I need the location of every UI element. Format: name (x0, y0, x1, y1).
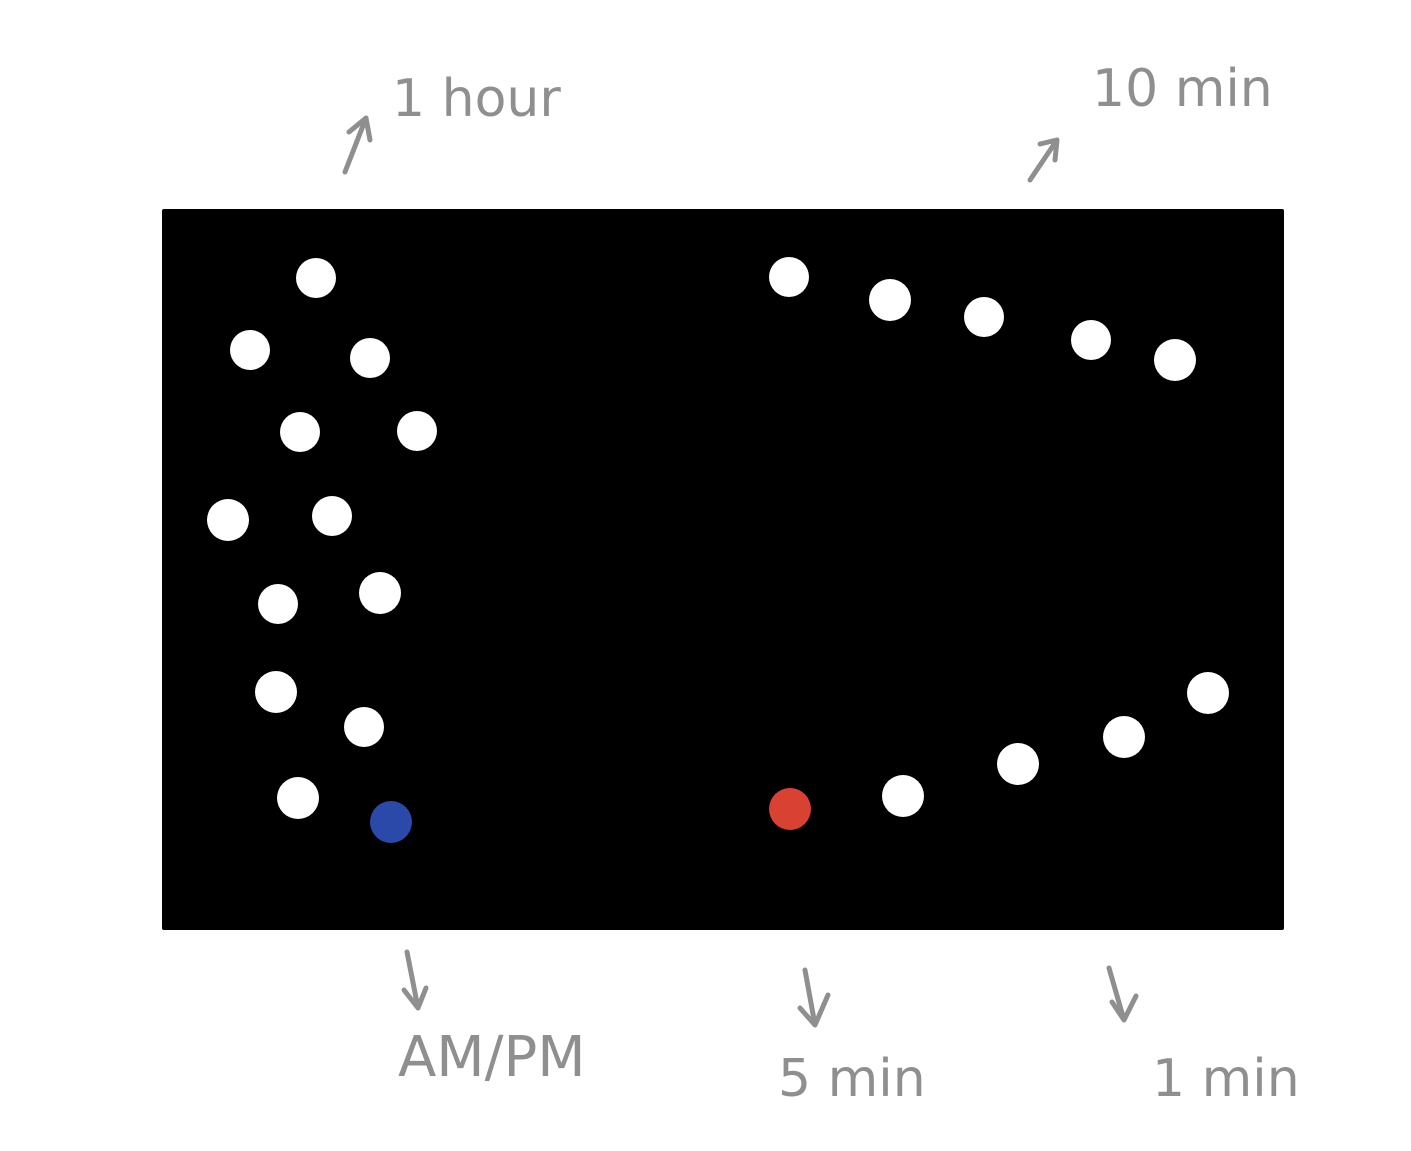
am-pm-dot (370, 801, 412, 843)
ten-min-dot (964, 297, 1004, 337)
one-min-dot (1103, 716, 1145, 758)
hour-dot (397, 411, 437, 451)
hour-dot (296, 258, 336, 298)
down-arrow-icon (797, 967, 831, 1028)
up-arrow-icon (342, 115, 373, 175)
hour-dot-group (207, 258, 437, 819)
hour-dot (230, 330, 270, 370)
five-min-dot (769, 788, 811, 830)
am-pm-label: AM/PM (398, 1025, 586, 1090)
hour-dot (280, 412, 320, 452)
five-min-label: 5 min (778, 1049, 926, 1109)
one-min-dot (997, 743, 1039, 785)
one-min-dot (1187, 672, 1229, 714)
hour-dot (350, 338, 390, 378)
ten-min-dot (1071, 320, 1111, 360)
one-min-label: 1 min (1152, 1049, 1300, 1109)
ten-min-dot (769, 257, 809, 297)
hour-dot (312, 496, 352, 536)
hour-dot (344, 707, 384, 747)
ten-min-dot (1154, 339, 1196, 381)
hour-dot (277, 777, 319, 819)
one-min-dot (882, 775, 924, 817)
down-arrow-icon (401, 949, 429, 1011)
ten-min-dot-group (769, 257, 1196, 381)
hour-dot (359, 572, 401, 614)
one-min-dot-group (882, 672, 1229, 817)
one-hour-label: 1 hour (392, 69, 561, 129)
down-arrow-icon (1106, 965, 1139, 1023)
ten-min-label: 10 min (1092, 59, 1273, 119)
up-arrow-icon (1027, 137, 1060, 183)
hour-dot (255, 671, 297, 713)
ten-min-dot (869, 279, 911, 321)
hour-dot (207, 499, 249, 541)
clock-panel (162, 209, 1284, 930)
hour-dot (258, 584, 298, 624)
